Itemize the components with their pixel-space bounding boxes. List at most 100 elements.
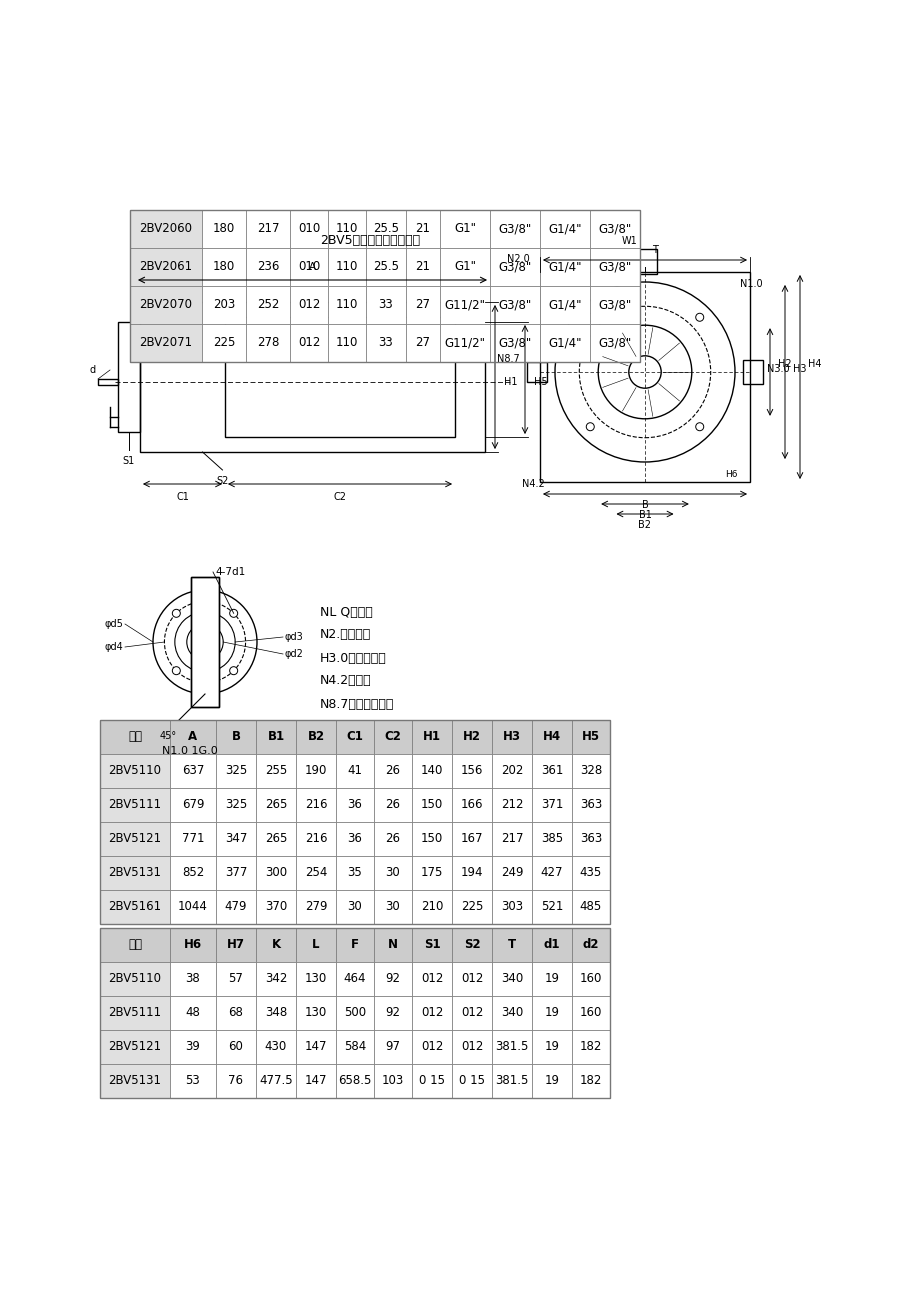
Bar <box>412 855 451 891</box>
Text: 26: 26 <box>385 832 400 845</box>
Bar <box>296 720 335 754</box>
Bar <box>492 822 531 855</box>
Bar <box>170 928 216 962</box>
Text: T: T <box>652 245 657 255</box>
Bar <box>98 379 118 385</box>
Bar <box>130 210 202 247</box>
Bar <box>492 720 531 754</box>
Text: 21: 21 <box>415 223 430 236</box>
Text: G1/4": G1/4" <box>548 223 581 236</box>
Bar <box>490 210 539 247</box>
Bar <box>130 324 202 362</box>
Text: 182: 182 <box>579 1074 602 1087</box>
Bar <box>191 577 219 707</box>
Bar <box>572 788 609 822</box>
Text: H5: H5 <box>533 378 547 387</box>
Bar <box>289 247 328 286</box>
Text: 30: 30 <box>385 867 400 879</box>
Bar <box>632 249 656 273</box>
Text: 2BV5121: 2BV5121 <box>108 832 162 845</box>
Text: G1/4": G1/4" <box>548 298 581 311</box>
Text: 27: 27 <box>415 336 430 349</box>
Bar <box>531 891 572 924</box>
Bar <box>335 1030 374 1064</box>
Text: 236: 236 <box>256 260 278 273</box>
Text: 012: 012 <box>460 1040 482 1053</box>
Text: G3/8": G3/8" <box>498 223 531 236</box>
Circle shape <box>172 667 180 674</box>
Bar <box>328 247 366 286</box>
Text: 381.5: 381.5 <box>494 1074 528 1087</box>
Bar <box>451 962 492 996</box>
Bar <box>335 962 374 996</box>
Bar <box>255 788 296 822</box>
Text: φd2: φd2 <box>285 648 303 659</box>
Text: H2: H2 <box>777 359 790 368</box>
Text: 130: 130 <box>304 973 327 986</box>
Bar <box>531 962 572 996</box>
Text: 0 15: 0 15 <box>418 1074 445 1087</box>
Bar <box>366 210 405 247</box>
Bar <box>296 1030 335 1064</box>
Text: B1: B1 <box>267 730 284 743</box>
Text: 167: 167 <box>460 832 482 845</box>
Text: 型号: 型号 <box>128 939 142 952</box>
Text: 279: 279 <box>304 901 327 914</box>
Text: 2BV5110: 2BV5110 <box>108 973 162 986</box>
Text: 584: 584 <box>344 1040 366 1053</box>
Text: 210: 210 <box>420 901 443 914</box>
Text: 371: 371 <box>540 798 562 811</box>
Text: 012: 012 <box>298 336 320 349</box>
Text: H4: H4 <box>542 730 561 743</box>
Bar <box>328 286 366 324</box>
Text: N8.7汽蚀保护槽口: N8.7汽蚀保护槽口 <box>320 698 394 711</box>
Bar <box>255 891 296 924</box>
Text: H1: H1 <box>504 378 517 387</box>
Text: 430: 430 <box>265 1040 287 1053</box>
Text: 180: 180 <box>212 260 235 273</box>
Text: 217: 217 <box>500 832 523 845</box>
Text: 225: 225 <box>460 901 482 914</box>
Bar <box>216 754 255 788</box>
Circle shape <box>695 314 703 322</box>
Bar <box>100 788 170 822</box>
Text: 370: 370 <box>265 901 287 914</box>
Bar <box>572 1064 609 1098</box>
Bar <box>572 720 609 754</box>
Bar <box>539 272 749 482</box>
Text: 156: 156 <box>460 764 482 777</box>
Text: 110: 110 <box>335 223 357 236</box>
Text: 771: 771 <box>182 832 204 845</box>
Text: G3/8": G3/8" <box>498 260 531 273</box>
Bar <box>216 855 255 891</box>
Bar <box>170 855 216 891</box>
Bar <box>289 324 328 362</box>
Text: 35: 35 <box>347 867 362 879</box>
Text: F: F <box>351 939 358 952</box>
Text: 103: 103 <box>381 1074 403 1087</box>
Bar <box>170 996 216 1030</box>
Bar <box>100 822 170 855</box>
Bar <box>255 720 296 754</box>
Bar <box>130 247 202 286</box>
Text: 363: 363 <box>579 798 601 811</box>
Bar <box>451 720 492 754</box>
Text: H1: H1 <box>423 730 440 743</box>
Text: 217: 217 <box>256 223 279 236</box>
Bar <box>140 302 484 452</box>
Text: d: d <box>90 365 96 375</box>
Bar <box>100 891 170 924</box>
Text: 254: 254 <box>304 867 327 879</box>
Bar <box>366 247 405 286</box>
Bar <box>335 891 374 924</box>
Text: 278: 278 <box>256 336 278 349</box>
Bar <box>170 788 216 822</box>
Bar <box>492 962 531 996</box>
Circle shape <box>585 423 594 431</box>
Bar <box>100 855 170 891</box>
Bar <box>451 1064 492 1098</box>
Text: 348: 348 <box>265 1006 287 1019</box>
Text: 147: 147 <box>304 1040 327 1053</box>
Bar <box>296 788 335 822</box>
Bar <box>531 788 572 822</box>
